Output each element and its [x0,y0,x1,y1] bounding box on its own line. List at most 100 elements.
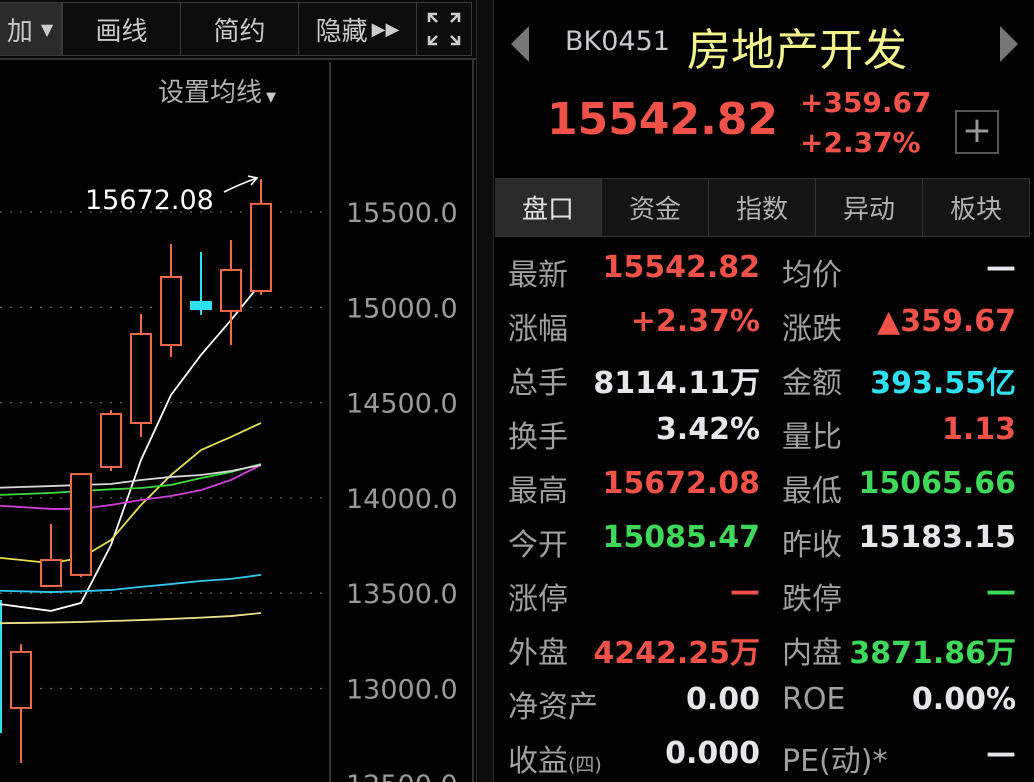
quote-row: 总手 8114.11万 金额 393.55亿 [495,350,1030,404]
quote-label: 涨幅 [508,304,568,348]
ma-setting-label: 设置均线 [158,78,263,108]
quote-panel: BK0451 房地产开发 15542.82 +359.67 +2.37% + 盘… [495,0,1034,782]
detail-tabs: 盘口 资金 指数 异动 板块 [495,178,1030,237]
sector-code: BK0451 [565,26,670,57]
panel-divider[interactable] [476,0,494,782]
quote-value: — [986,736,1016,771]
quote-label: 收益(四) [508,736,602,780]
candle-body [10,650,32,709]
price-change: +359.67 [800,86,932,119]
quote-label: 最低 [782,474,842,509]
moving-average-line [0,463,262,496]
quote-label: PE(动)* [782,744,888,779]
quote-row: 外盘 4242.25万 内盘 3871.86万 [495,620,1030,674]
quote-value: 0.000 [665,736,760,771]
quote-label: 均价 [782,258,842,293]
quote-row: 换手 3.42% 量比 1.13 [495,404,1030,458]
plus-icon: + [961,110,993,151]
quote-label-text: 换手 [508,420,568,455]
quote-value: 3.42% [655,412,760,447]
quote-value: 393.55亿 [870,366,1016,401]
quote-label-text: 最高 [508,474,568,509]
tab-index[interactable]: 指数 [709,179,816,236]
quote-value: 15065.66 [858,466,1016,501]
tab-movement[interactable]: 异动 [816,179,923,236]
candle-body [220,268,242,312]
quote-value: 0.00% [911,682,1016,717]
simple-mode-label: 简约 [213,16,266,47]
quote-label: 外盘 [508,628,568,672]
quote-value: 3871.86万 [849,636,1016,671]
caret-down-icon: ▼ [40,19,54,39]
add-watchlist-button[interactable]: + [955,110,999,154]
quote-row: 今开 15085.47 昨收 15183.15 [495,512,1030,566]
hide-button[interactable]: 隐藏 ▶▶ [298,2,417,56]
indicator-add-dropdown[interactable]: 加 ▼ [0,2,62,56]
y-tick-label: 14000.0 [346,484,458,515]
price-change-pct: +2.37% [800,126,921,159]
annotation-arrow-icon [223,175,259,193]
quote-label-text: 最新 [508,258,568,293]
quote-label: 净资产 [508,682,598,726]
quote-value: — [986,574,1016,609]
moving-average-line [0,422,262,564]
quote-row: 净资产 0.00 ROE 0.00% [495,674,1030,728]
quote-label-text: 收益 [508,744,568,779]
ma-setting-dropdown[interactable]: 设置均线 ▼ [158,72,276,109]
quote-label-text: 外盘 [508,636,568,671]
quote-label: 量比 [782,420,842,455]
last-price: 15542.82 [547,94,779,145]
y-tick-label: 14500.0 [346,389,458,420]
quote-label: 涨停 [508,574,568,618]
tab-funds[interactable]: 资金 [602,179,709,236]
quote-value: 15542.82 [602,250,760,285]
y-tick-label: 13000.0 [346,675,458,706]
candle-body [130,332,152,424]
y-tick-label: 15500.0 [346,198,458,229]
quote-label: 最新 [508,250,568,294]
quote-row: 最新 15542.82 均价 — [495,242,1030,296]
y-tick-label: 12500.0 [346,770,458,782]
quote-row: 涨停 — 跌停 — [495,566,1030,620]
draw-line-button[interactable]: 画线 [62,2,181,56]
quote-value: — [730,574,760,609]
quote-row: 最高 15672.08 最低 15065.66 [495,458,1030,512]
moving-average-line [0,464,262,510]
quote-label: 今开 [508,520,568,564]
candle-body [190,300,212,311]
high-annotation: 15672.08 [85,185,214,216]
tab-handicap[interactable]: 盘口 [495,179,602,236]
quote-label: 昨收 [782,528,842,563]
quote-row: 收益(四) 0.000 PE(动)* — [495,728,1030,782]
hide-label: 隐藏 [315,16,368,47]
quote-value: ▲359.67 [877,304,1016,339]
next-arrow-icon[interactable] [1000,26,1018,62]
caret-down-icon: ▼ [266,90,277,105]
fullscreen-button[interactable] [416,2,472,56]
quote-value: 4242.25万 [593,636,760,671]
tab-sector[interactable]: 板块 [923,179,1030,236]
quote-value: 0.00 [685,682,760,717]
quote-value: 15085.47 [602,520,760,555]
quote-value: 15183.15 [858,520,1016,555]
quote-label: 跌停 [782,582,842,617]
quote-label: 涨跌 [782,312,842,347]
quote-value: 15672.08 [602,466,760,501]
y-tick-label: 13500.0 [346,579,458,610]
quote-value: — [986,250,1016,285]
quote-label: 总手 [508,358,568,402]
quote-value: +2.37% [630,304,760,339]
simple-mode-button[interactable]: 简约 [180,2,299,56]
moving-average-line [0,612,262,625]
draw-line-label: 画线 [95,16,148,47]
sector-name: 房地产开发 [687,25,907,76]
quote-label: 内盘 [782,636,842,671]
candle-body [100,413,122,469]
quote-label: 最高 [508,466,568,510]
prev-arrow-icon[interactable] [511,26,529,62]
quote-label: 换手 [508,412,568,456]
quote-row: 涨幅 +2.37% 涨跌 ▲359.67 [495,296,1030,350]
candle-body [70,473,92,576]
candlestick-chart[interactable]: 15500.0 15000.0 14500.0 14000.0 13500.0 13000… [0,60,476,782]
quote-label: ROE [782,682,846,717]
